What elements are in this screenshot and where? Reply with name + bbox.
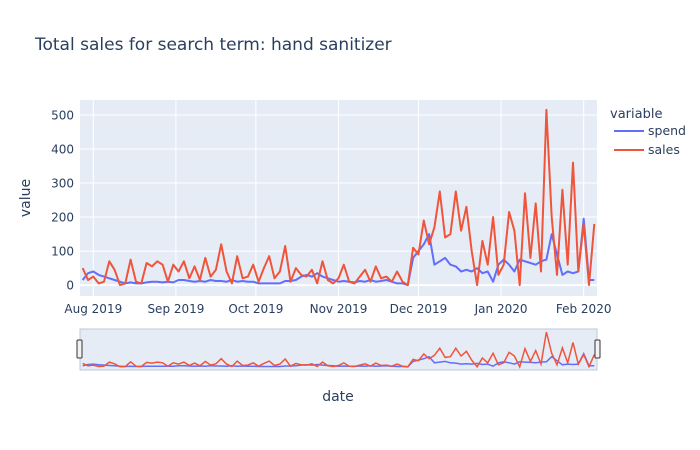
x-axis-label: date xyxy=(322,389,354,405)
y-tick-label: 100 xyxy=(51,245,74,259)
y-tick-label: 0 xyxy=(66,279,74,293)
y-axis-label: value xyxy=(18,179,34,217)
y-tick-label: 200 xyxy=(51,211,74,225)
legend-title: variable xyxy=(610,107,662,122)
y-tick-label: 500 xyxy=(51,108,74,122)
rangeslider-line-sales xyxy=(82,331,595,369)
x-tick-label: Nov 2019 xyxy=(310,302,368,316)
x-tick-label: Oct 2019 xyxy=(228,302,283,316)
legend-label-sales: sales xyxy=(648,142,680,157)
range-slider-right-handle[interactable] xyxy=(594,339,601,359)
range-slider[interactable] xyxy=(79,328,598,371)
x-tick-label: Jan 2020 xyxy=(474,302,528,316)
y-tick-label: 300 xyxy=(51,177,74,191)
range-slider-left-handle[interactable] xyxy=(76,339,83,359)
legend-item-spend[interactable]: spend xyxy=(614,123,686,138)
x-tick-label: Feb 2020 xyxy=(556,302,612,316)
x-tick-label: Dec 2019 xyxy=(390,302,448,316)
legend: variable spend sales xyxy=(610,107,686,157)
chart-title: Total sales for search term: hand saniti… xyxy=(34,35,392,55)
series-line-sales[interactable] xyxy=(81,108,596,287)
legend-label-spend: spend xyxy=(648,123,686,138)
x-tick-label: Sep 2019 xyxy=(147,302,204,316)
x-tick-label: Aug 2019 xyxy=(64,302,122,316)
legend-item-sales[interactable]: sales xyxy=(614,142,680,157)
y-tick-label: 400 xyxy=(51,143,74,157)
